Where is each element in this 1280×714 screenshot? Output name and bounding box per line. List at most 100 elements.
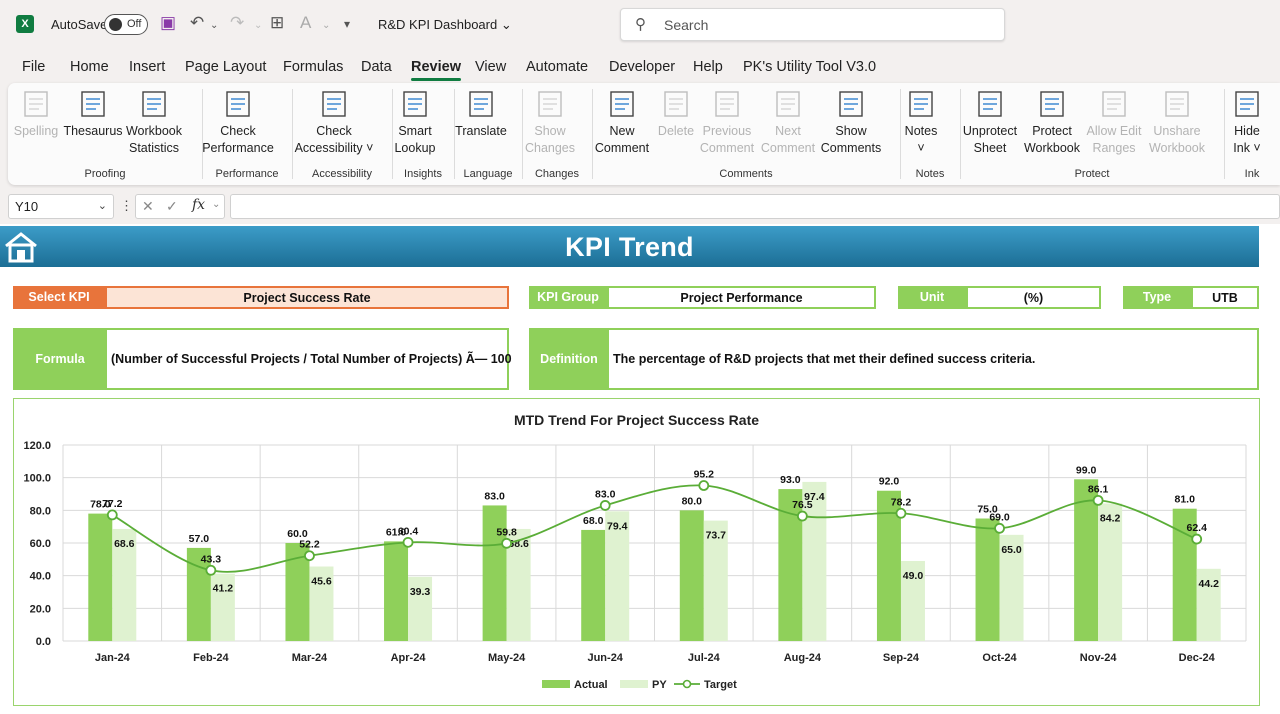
notes-button[interactable]: Notes ˅ bbox=[876, 87, 966, 157]
target-point bbox=[1092, 494, 1104, 506]
name-box[interactable]: Y10 ⌄ bbox=[8, 194, 114, 219]
spelling-button[interactable]: Spelling bbox=[0, 87, 81, 140]
unshare-workbook-button[interactable]: Unshare Workbook bbox=[1132, 87, 1222, 157]
unprotect-sheet-button[interactable]: Unprotect Sheet bbox=[945, 87, 1035, 157]
chart-area[interactable]: MTD Trend For Project Success Rate 0.0 20… bbox=[13, 398, 1260, 706]
menu-tab-review[interactable]: Review bbox=[411, 59, 461, 81]
target-data-label: 83.0 bbox=[595, 488, 616, 500]
check-performance-button[interactable]: Check Performance bbox=[193, 87, 283, 157]
enter-icon[interactable]: ✓ bbox=[166, 198, 178, 214]
actual-bar bbox=[1172, 508, 1197, 641]
py-data-label: 44.2 bbox=[1198, 578, 1219, 590]
target-data-label: 52.2 bbox=[299, 539, 320, 551]
delete-comment-button[interactable]: Delete bbox=[631, 87, 721, 140]
smart-lookup-button[interactable]: Smart Lookup bbox=[370, 87, 460, 157]
protect-workbook-button[interactable]: Protect Workbook bbox=[1007, 87, 1097, 157]
menu-tab-page-layout[interactable]: Page Layout bbox=[185, 59, 267, 75]
ribbon-group-separator bbox=[592, 89, 593, 179]
toggle-knob bbox=[109, 18, 122, 31]
ribbon-button-sublabel: Comment bbox=[594, 141, 650, 155]
show-comments-button[interactable]: Show Comments bbox=[806, 87, 896, 157]
protect-workbook-icon bbox=[1040, 91, 1064, 117]
translate-icon bbox=[469, 91, 493, 117]
thesaurus-icon bbox=[81, 91, 105, 117]
show-changes-button[interactable]: Show Changes bbox=[505, 87, 595, 157]
ribbon-group-separator bbox=[522, 89, 523, 179]
translate-button[interactable]: Translate bbox=[436, 87, 526, 140]
legend-py-swatch bbox=[620, 680, 648, 688]
next-comment-button[interactable]: Next Comment bbox=[743, 87, 833, 157]
type-field: Type UTB bbox=[1123, 286, 1259, 309]
formula-input[interactable] bbox=[230, 194, 1280, 219]
py-data-label: 49.0 bbox=[903, 570, 924, 582]
undo-dropdown-icon[interactable]: ⌄ bbox=[210, 20, 219, 31]
borders-icon[interactable]: ⊞ bbox=[270, 13, 285, 32]
workbook-statistics-button[interactable]: Workbook Statistics bbox=[109, 87, 199, 157]
undo-icon[interactable]: ↶ bbox=[190, 13, 205, 32]
menu-tab-home[interactable]: Home bbox=[70, 59, 109, 75]
menu-tab-automate[interactable]: Automate bbox=[526, 59, 589, 75]
menu-tab-insert[interactable]: Insert bbox=[129, 59, 166, 75]
formula-box: Formula (Number of Successful Projects /… bbox=[13, 328, 512, 390]
excel-logo-icon: X bbox=[16, 15, 34, 33]
ribbon-button-label: Workbook bbox=[125, 124, 183, 138]
new-comment-button[interactable]: New Comment bbox=[577, 87, 667, 157]
allow-edit-ranges-icon bbox=[1102, 91, 1126, 117]
target-point bbox=[994, 522, 1005, 534]
chevron-down-icon[interactable]: ⌄ bbox=[212, 199, 221, 210]
ribbon-button-sublabel: ˅ bbox=[917, 141, 925, 155]
ribbon-button-sublabel: Ink ˅ bbox=[1233, 141, 1261, 155]
previous-comment-button[interactable]: Previous Comment bbox=[682, 87, 772, 157]
font-color-icon[interactable]: A bbox=[300, 13, 312, 32]
py-data-label: 45.6 bbox=[311, 576, 332, 588]
redo-icon[interactable]: ↷ bbox=[230, 13, 245, 32]
menu-tab-pk-s-utility-tool-v3-0[interactable]: PK's Utility Tool V3.0 bbox=[743, 59, 877, 75]
redo-dropdown-icon[interactable]: ⌄ bbox=[254, 20, 263, 31]
font-color-dropdown-icon[interactable]: ⌄ bbox=[322, 20, 331, 31]
ribbon-button-label: Notes bbox=[904, 124, 938, 138]
menu-tab-data[interactable]: Data bbox=[361, 59, 392, 75]
menu-tab-help[interactable]: Help bbox=[693, 59, 723, 75]
chevron-down-icon: ⌄ bbox=[97, 200, 107, 212]
py-bar bbox=[112, 528, 137, 641]
actual-data-label: 61.0 bbox=[386, 526, 407, 538]
search-icon: ⚲ bbox=[635, 16, 646, 33]
ribbon-button-label: Check bbox=[220, 124, 256, 138]
unshare-workbook-icon bbox=[1165, 91, 1189, 117]
thesaurus-button[interactable]: Thesaurus bbox=[48, 87, 138, 140]
home-icon[interactable] bbox=[3, 231, 39, 263]
ribbon-group-separator bbox=[1224, 89, 1225, 179]
target-data-label: 69.0 bbox=[989, 511, 1010, 523]
new-comment-icon bbox=[610, 91, 634, 117]
page-title: KPI Trend bbox=[565, 232, 694, 262]
customize-toolbar-icon[interactable]: ▾ bbox=[344, 17, 351, 31]
kpi-group-value: Project Performance bbox=[607, 286, 876, 309]
search-placeholder[interactable]: Search bbox=[664, 17, 709, 33]
autosave-toggle[interactable]: Off bbox=[104, 14, 148, 35]
py-bar bbox=[802, 481, 827, 641]
more-options-icon[interactable]: ⋮ bbox=[120, 198, 133, 213]
py-data-label: 65.0 bbox=[1001, 544, 1022, 556]
hide-ink-button[interactable]: Hide Ink ˅ bbox=[1202, 87, 1280, 157]
document-title[interactable]: R&D KPI Dashboard ⌄ bbox=[378, 17, 512, 32]
ribbon-group-notes: Notes bbox=[915, 168, 945, 180]
check-performance-icon bbox=[226, 91, 250, 117]
search-box[interactable]: ⚲ Search bbox=[620, 8, 1005, 41]
notes-icon bbox=[909, 91, 933, 117]
actual-data-label: 93.0 bbox=[780, 474, 801, 486]
save-icon[interactable]: ▣ bbox=[160, 13, 177, 32]
autosave-state: Off bbox=[127, 18, 142, 30]
ribbon-group-separator bbox=[392, 89, 393, 179]
cancel-icon[interactable]: ✕ bbox=[142, 198, 154, 214]
menu-tab-file[interactable]: File bbox=[22, 59, 46, 75]
x-tick-label: Jan-24 bbox=[95, 652, 131, 664]
kpi-group-label: KPI Group bbox=[529, 286, 607, 309]
allow-edit-ranges-button[interactable]: Allow Edit Ranges bbox=[1069, 87, 1159, 157]
menu-tab-formulas[interactable]: Formulas bbox=[283, 59, 344, 75]
select-kpi-dropdown[interactable]: Project Success Rate bbox=[105, 286, 509, 309]
ribbon-group-separator bbox=[454, 89, 455, 179]
insert-function-button[interactable]: fx bbox=[192, 197, 206, 213]
menu-tab-view[interactable]: View bbox=[475, 59, 507, 75]
accessibility-button[interactable]: Check Accessibility ˅ bbox=[289, 87, 379, 157]
menu-tab-developer[interactable]: Developer bbox=[609, 59, 676, 75]
